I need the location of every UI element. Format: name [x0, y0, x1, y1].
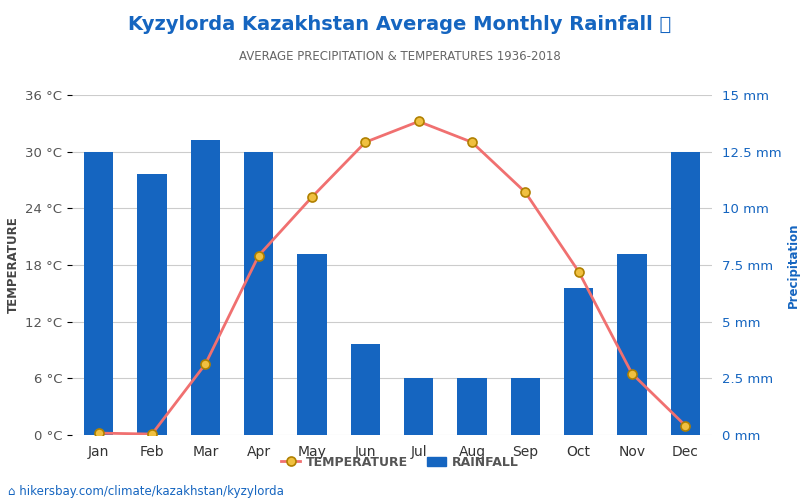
Bar	[244, 152, 274, 435]
Bar	[138, 174, 166, 435]
Bar	[458, 378, 486, 435]
Y-axis label: Precipitation: Precipitation	[787, 222, 800, 308]
Y-axis label: TEMPERATURE: TEMPERATURE	[6, 216, 19, 314]
Bar	[670, 152, 700, 435]
Text: ⌂ hikersbay.com/climate/kazakhstan/kyzylorda: ⌂ hikersbay.com/climate/kazakhstan/kyzyl…	[8, 484, 284, 498]
Legend: TEMPERATURE, RAINFALL: TEMPERATURE, RAINFALL	[276, 451, 524, 474]
Text: AVERAGE PRECIPITATION & TEMPERATURES 1936-2018: AVERAGE PRECIPITATION & TEMPERATURES 193…	[239, 50, 561, 63]
Bar	[298, 254, 326, 435]
Bar	[350, 344, 380, 435]
Bar	[618, 254, 646, 435]
Bar	[564, 288, 594, 435]
Bar	[510, 378, 540, 435]
Bar	[84, 152, 114, 435]
Bar	[404, 378, 434, 435]
Bar	[190, 140, 220, 435]
Text: Kyzylorda Kazakhstan Average Monthly Rainfall ⛆: Kyzylorda Kazakhstan Average Monthly Rai…	[128, 15, 672, 34]
